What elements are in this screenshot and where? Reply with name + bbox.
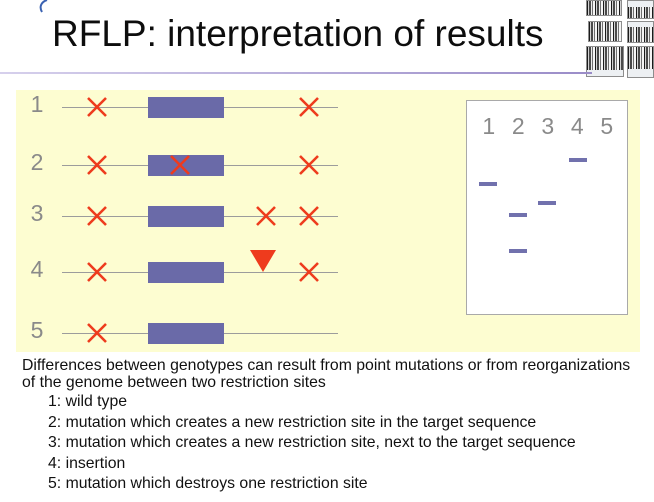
- row-label: 1: [30, 91, 44, 117]
- thumbnail-label-strip: [628, 69, 653, 77]
- gel-band-lane-4: [569, 158, 587, 162]
- legend-item: 5: mutation which destroys one restricti…: [48, 475, 368, 492]
- restriction-site-x-icon: [299, 97, 319, 117]
- gel-electrophoresis-panel: 1 2 3 4 5: [466, 100, 628, 315]
- gel-image-thumbnail: [627, 21, 654, 43]
- insertion-triangle-icon: [250, 250, 276, 272]
- slide-title: RFLP: interpretation of results: [52, 13, 544, 54]
- restriction-site-x-icon: [87, 206, 107, 226]
- gel-image-thumbnail: [627, 0, 654, 19]
- restriction-site-x-icon: [299, 206, 319, 226]
- legend-item: 4: insertion: [48, 454, 126, 472]
- genotype-legend-list: 1: wild type 2: mutation which creates a…: [48, 392, 576, 495]
- gel-image-thumbnail: [588, 21, 622, 42]
- gel-lane-labels: 1 2 3 4 5: [474, 113, 622, 139]
- gel-band-lane-2: [509, 213, 527, 217]
- gel-lane-label: 4: [570, 113, 584, 139]
- restriction-site-x-icon: [87, 323, 107, 343]
- row-label: 2: [30, 149, 44, 175]
- target-sequence: [148, 97, 224, 118]
- gel-image-thumbnail: [586, 0, 622, 16]
- restriction-site-x-icon: [256, 206, 276, 226]
- row-label: 5: [30, 317, 44, 343]
- restriction-site-x-icon: [170, 155, 190, 175]
- row-label: 3: [30, 200, 44, 226]
- arc-decoration-icon: [39, 0, 48, 13]
- gel-lane-label: 2: [511, 113, 525, 139]
- restriction-site-x-icon: [87, 262, 107, 282]
- restriction-site-x-icon: [87, 155, 107, 175]
- title-underline: [0, 72, 592, 74]
- intro-paragraph: Differences between genotypes can result…: [22, 357, 631, 391]
- restriction-site-x-icon: [299, 155, 319, 175]
- row-label: 4: [30, 256, 44, 282]
- gel-band-lane-3: [538, 201, 556, 205]
- gel-image-thumbnail: [627, 46, 654, 78]
- gel-lane-label: 1: [482, 113, 496, 139]
- gel-lane-label: 3: [541, 113, 555, 139]
- gel-image-thumbnails: [584, 0, 654, 78]
- legend-item: 3: mutation which creates a new restrict…: [48, 434, 576, 451]
- thumbnail-label-strip: [628, 1, 653, 7]
- gel-band-lane-2: [509, 249, 527, 253]
- legend-item: 1: wild type: [48, 393, 128, 410]
- gel-lane-label: 5: [600, 113, 614, 139]
- thumbnail-label-strip: [628, 22, 653, 27]
- target-sequence: [148, 262, 224, 283]
- restriction-site-x-icon: [299, 262, 319, 282]
- thumbnail-label-strip: [587, 70, 623, 76]
- restriction-site-x-icon: [87, 97, 107, 117]
- gel-band-lane-1: [479, 182, 497, 186]
- target-sequence: [148, 206, 224, 227]
- target-sequence: [148, 155, 224, 176]
- target-sequence: [148, 323, 224, 344]
- gel-image-thumbnail: [586, 46, 624, 77]
- legend-item: 2: mutation which creates a new restrict…: [48, 413, 537, 431]
